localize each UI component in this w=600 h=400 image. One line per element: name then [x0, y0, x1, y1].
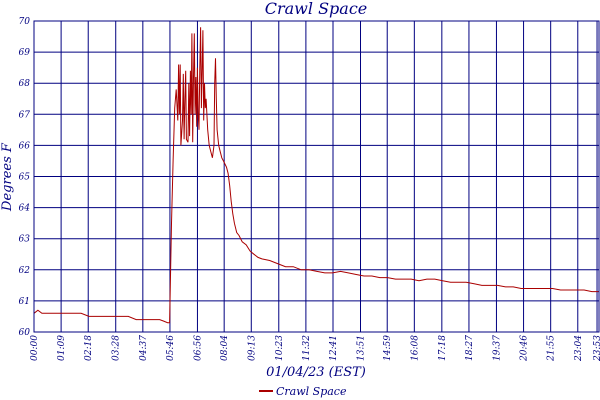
- y-tick-label: 63: [19, 235, 31, 245]
- y-tick-label: 61: [19, 297, 30, 307]
- y-tick-label: 64: [19, 204, 31, 214]
- y-tick-label: 65: [19, 173, 31, 183]
- y-tick-label: 68: [19, 79, 31, 89]
- legend-label: Crawl Space: [276, 385, 347, 398]
- x-tick-label: 00:00: [30, 335, 40, 361]
- x-tick-label: 05:46: [166, 335, 176, 361]
- x-tick-label: 01:09: [57, 335, 67, 361]
- x-tick-label: 06:56: [193, 335, 203, 361]
- x-tick-label: 10:23: [275, 335, 285, 361]
- legend: Crawl Space: [259, 385, 347, 398]
- y-tick-label: 70: [19, 17, 31, 27]
- x-tick-label: 04:37: [139, 335, 149, 361]
- y-tick-label: 60: [19, 328, 31, 338]
- x-tick-label: 13:51: [357, 335, 367, 361]
- x-axis-label: 01/04/23 (EST): [266, 365, 366, 380]
- x-tick-labels: 00:00 01:09 02:18 03:28 04:37 05:46 06:56 08:04…: [30, 335, 600, 362]
- x-tick-label: 08:04: [220, 335, 230, 361]
- x-tick-label: 23:04: [574, 335, 584, 362]
- x-tick-label: 12:41: [329, 335, 339, 361]
- x-tick-label: 02:18: [84, 335, 94, 361]
- x-tick-label: 16:08: [410, 335, 420, 361]
- y-tick-label: 69: [19, 48, 31, 58]
- x-tick-label: 03:28: [112, 335, 122, 361]
- y-tick-label: 66: [19, 141, 31, 151]
- x-tick-label: 09:13: [247, 335, 257, 361]
- y-tick-label: 62: [19, 266, 31, 276]
- x-tick-label: 11:32: [302, 335, 312, 361]
- x-tick-label: 14:59: [383, 335, 393, 361]
- x-tick-label: 19:37: [492, 335, 502, 361]
- x-tick-label: 17:18: [438, 335, 448, 361]
- series-line-crawl-space: [33, 27, 599, 324]
- x-tick-label: 18:27: [465, 335, 475, 361]
- plot-border: [33, 20, 600, 333]
- y-axis-label: Degrees F: [0, 142, 15, 212]
- x-tick-label: 20:46: [520, 335, 530, 362]
- y-tick-label: 67: [19, 110, 31, 120]
- x-tick-label: 21:55: [547, 335, 557, 362]
- chart-title: Crawl Space: [265, 0, 368, 18]
- x-tick-label: 23:53: [593, 335, 600, 362]
- y-tick-labels: 60 61 62 63 64 65 66 67 68 69 70: [19, 17, 31, 338]
